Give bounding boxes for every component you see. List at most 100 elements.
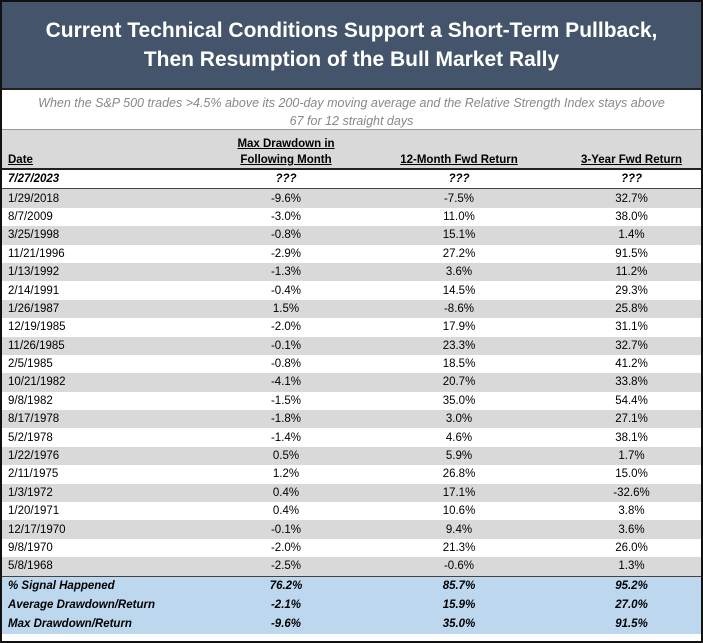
cell: 0.4% xyxy=(216,483,356,503)
cell: 27.0% xyxy=(562,595,701,615)
cell: -7.5% xyxy=(356,188,562,208)
cell: 9/8/1982 xyxy=(8,394,53,407)
cell: 17.9% xyxy=(442,321,476,334)
data-row: 2/14/1991 -0.4% 14.5% 29.3% xyxy=(2,281,701,299)
cell: -1.3% xyxy=(216,262,356,282)
cell: 3.8% xyxy=(618,505,645,518)
data-row: 11/21/1996 -2.9% 27.2% 91.5% xyxy=(2,245,701,263)
cell: 10.6% xyxy=(442,505,476,518)
cell: 5/2/1978 xyxy=(8,431,53,444)
data-row: 1/29/2018 -9.6% -7.5% 32.7% xyxy=(2,188,701,208)
cell: 10/21/1982 xyxy=(2,373,216,392)
cell: 8/17/1978 xyxy=(2,410,216,429)
cell: 18.5% xyxy=(442,358,476,371)
cell: 20.7% xyxy=(356,373,562,392)
cell: 1/13/1992 xyxy=(2,262,216,282)
cell: 38.0% xyxy=(615,210,648,223)
cell: 12/17/1970 xyxy=(2,520,216,539)
cell: 33.8% xyxy=(562,373,701,392)
cell: -2.9% xyxy=(270,247,302,260)
cell: 11.0% xyxy=(443,210,475,223)
cell: -2.5% xyxy=(216,557,356,577)
cell: -0.1% xyxy=(216,520,356,539)
cell: -0.8% xyxy=(216,226,356,245)
cell: 2/11/1975 xyxy=(8,468,59,481)
cell: 11/21/1996 xyxy=(8,247,65,260)
data-row: 5/8/1968 -2.5% -0.6% 1.3% xyxy=(2,557,701,577)
cell: 15.1% xyxy=(356,226,562,245)
cell: 1.2% xyxy=(272,468,300,481)
column-header: 3-Year Fwd Return xyxy=(562,130,701,170)
cell: 26.8% xyxy=(442,468,476,481)
cell: -32.6% xyxy=(562,483,701,503)
data-row: 9/8/1970 -2.0% 21.3% 26.0% xyxy=(2,539,701,557)
data-row: 11/26/1985 -0.1% 23.3% 32.7% xyxy=(2,336,701,355)
cell: 8/7/2009 xyxy=(8,210,53,223)
cell: 32.7% xyxy=(562,336,701,355)
cell: -1.4% xyxy=(270,431,302,444)
cell: -0.6% xyxy=(356,557,562,577)
summary-row: % Signal Happened 76.2% 85.7% 95.2% xyxy=(2,575,701,596)
cell: 27.1% xyxy=(562,410,701,429)
cell: -0.8% xyxy=(270,358,302,371)
cell: 3.6% xyxy=(356,262,562,282)
cell: -2.1% xyxy=(216,595,356,615)
cell: 32.7% xyxy=(562,188,701,208)
title-banner: Current Technical Conditions Support a S… xyxy=(2,2,701,90)
title-line: Then Resumption of the Bull Market Rally xyxy=(143,48,560,71)
column-header: 12-Month Fwd Return xyxy=(356,130,562,170)
cell: -0.1% xyxy=(216,336,356,355)
cell: 85.7% xyxy=(356,575,562,596)
cell: -1.5% xyxy=(270,394,302,407)
cell: 1/26/1987 xyxy=(2,299,216,319)
cell: 11/26/1985 xyxy=(2,336,216,355)
cell: ??? xyxy=(216,169,356,190)
cell: 4.6% xyxy=(445,431,473,444)
cell: 0.5% xyxy=(216,446,356,466)
cell: 1/20/1971 xyxy=(8,505,60,518)
cell: 1.5% xyxy=(216,299,356,319)
cell: 35.0% xyxy=(356,614,562,634)
cell: 35.0% xyxy=(442,394,476,407)
header-row: Date Max Drawdown in Following Month 12-Mo… xyxy=(2,130,701,170)
cell: 23.3% xyxy=(356,336,562,355)
cell: -0.4% xyxy=(270,284,302,297)
cell: 3/25/1998 xyxy=(2,226,216,245)
cell: 3.0% xyxy=(356,410,562,429)
cell: 31.1% xyxy=(615,321,648,334)
cell: 54.4% xyxy=(615,394,648,407)
cell: -4.1% xyxy=(216,373,356,392)
cell: -3.0% xyxy=(270,210,302,223)
cell: -8.6% xyxy=(356,299,562,319)
column-header: Max Drawdown in Following Month xyxy=(216,130,356,170)
cell: -9.6% xyxy=(216,188,356,208)
cell: 17.1% xyxy=(356,483,562,503)
cell: 9/8/1970 xyxy=(8,542,53,554)
cell: 14.5% xyxy=(442,284,476,297)
cell: 38.1% xyxy=(615,431,648,444)
cell: 5/8/1968 xyxy=(2,557,216,577)
data-row: 1/22/1976 0.5% 5.9% 1.7% xyxy=(2,446,701,466)
cell: 21.3% xyxy=(442,542,476,554)
cell: -9.6% xyxy=(216,614,356,634)
cell: Max Drawdown/Return xyxy=(2,614,216,634)
cell: 2/5/1985 xyxy=(8,358,53,371)
cell: 2/14/1991 xyxy=(8,284,60,297)
cell: % Signal Happened xyxy=(2,575,216,596)
cell: 3.6% xyxy=(562,520,701,539)
cell: 1/22/1976 xyxy=(2,446,216,466)
title-line: Current Technical Conditions Support a S… xyxy=(45,19,658,42)
data-row: 1/20/1971 0.4% 10.6% 3.8% xyxy=(2,502,701,520)
data-row: 8/17/1978 -1.8% 3.0% 27.1% xyxy=(2,410,701,429)
data-row: 8/7/2009 -3.0% 11.0% 38.0% xyxy=(2,208,701,226)
summary-row: Max Drawdown/Return -9.6% 35.0% 91.5% xyxy=(2,614,701,634)
cell: 1.3% xyxy=(562,557,701,577)
summary-row: Average Drawdown/Return -2.1% 15.9% 27.0% xyxy=(2,595,701,615)
cell: 27.2% xyxy=(442,247,476,260)
subtitle: When the S&P 500 trades >4.5% above its … xyxy=(2,90,701,130)
cell: -1.8% xyxy=(216,410,356,429)
data-row: 5/2/1978 -1.4% 4.6% 38.1% xyxy=(2,428,701,446)
cell: 1/3/1972 xyxy=(2,483,216,503)
cell: ??? xyxy=(562,169,701,190)
